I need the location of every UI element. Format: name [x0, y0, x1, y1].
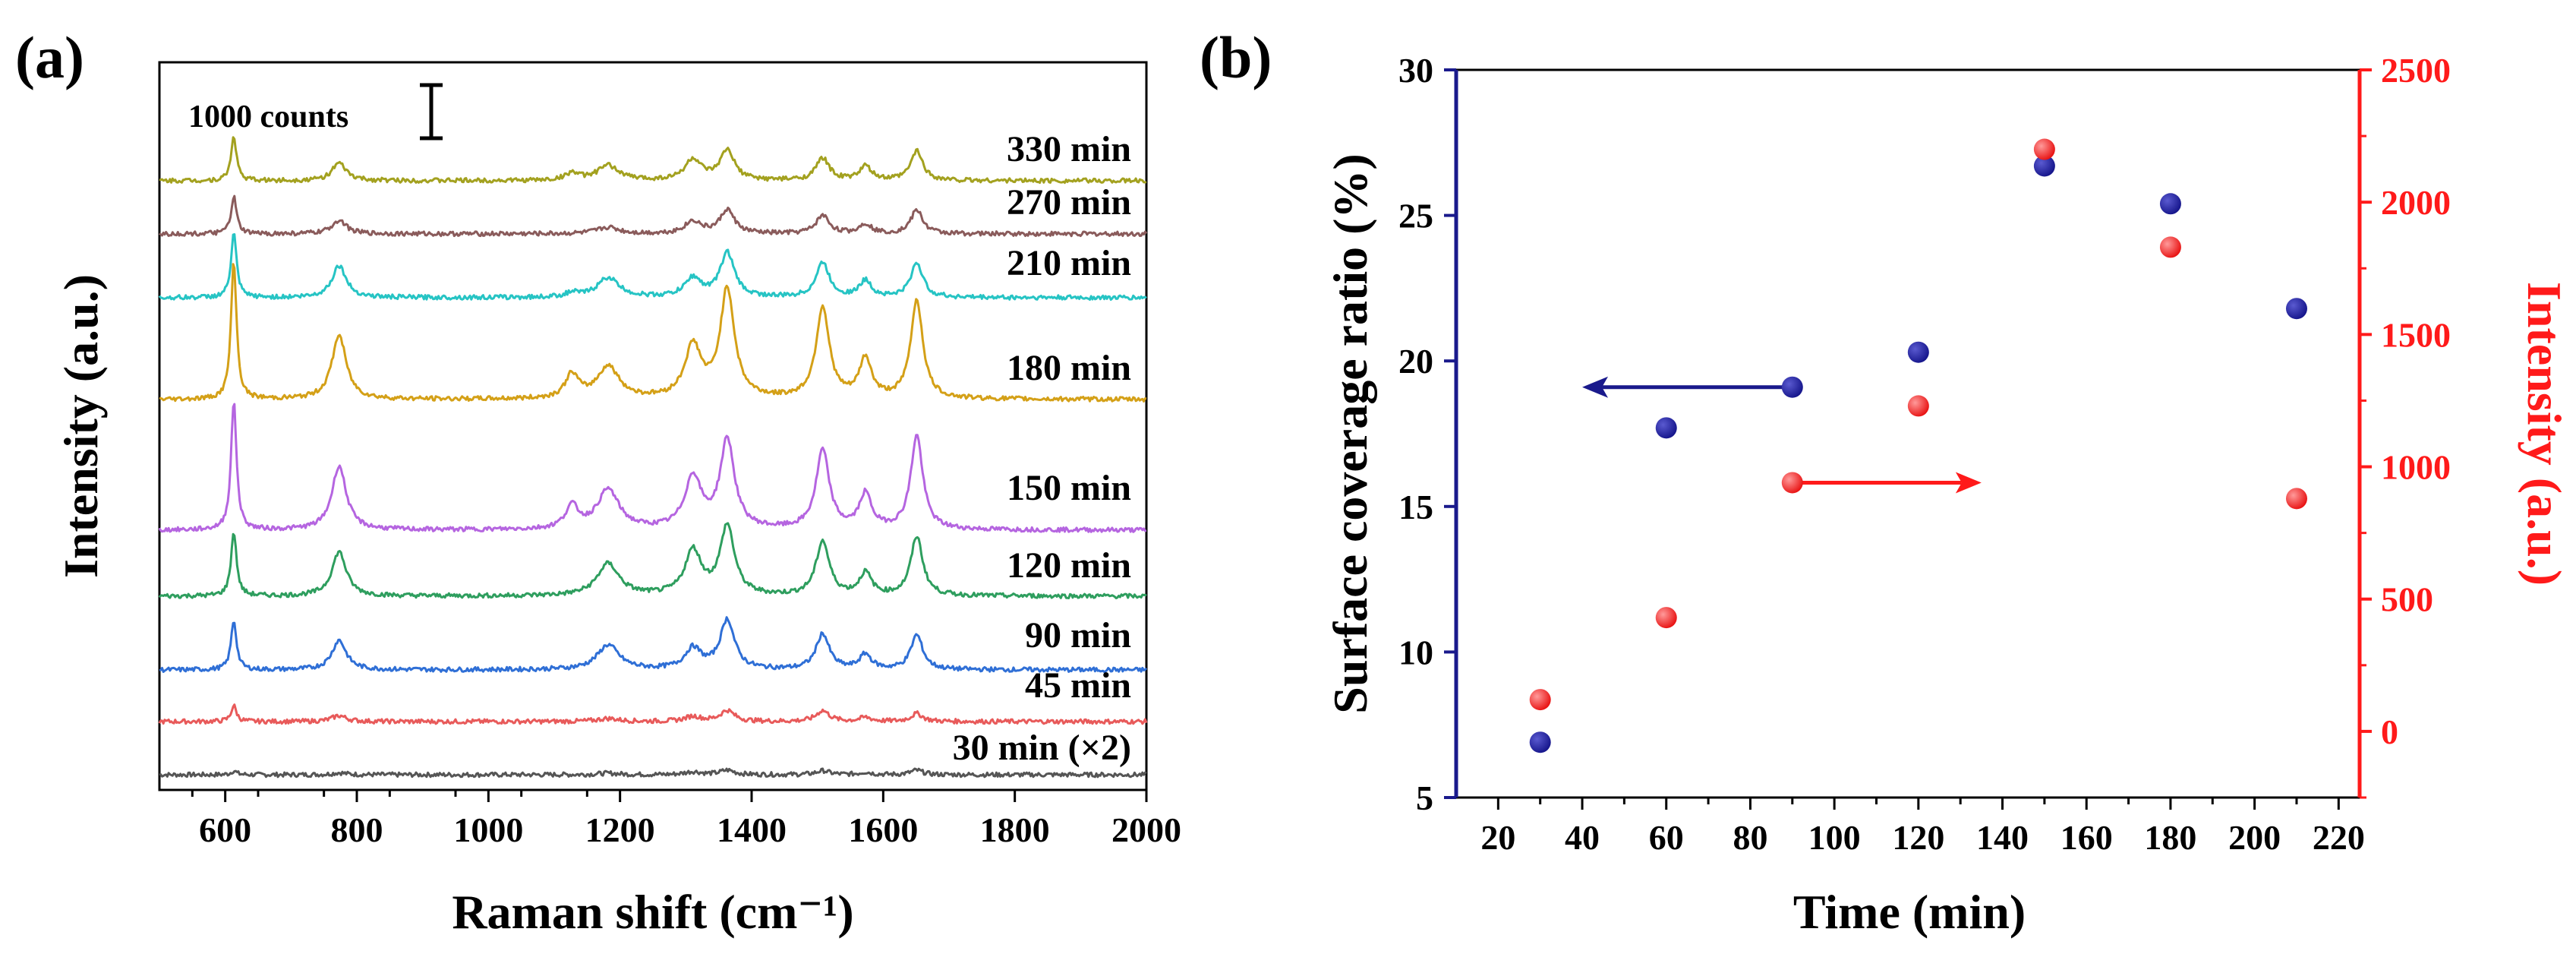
- panel-b-label: (b): [1200, 24, 1272, 90]
- panel-b-y2-tick-label: 1500: [2381, 315, 2451, 354]
- spectrum-label: 120 min: [1007, 545, 1131, 586]
- panel-b-y-tick-label: 10: [1398, 633, 1433, 671]
- panel-b-x-tick-label: 200: [2228, 818, 2281, 857]
- panel-b-y2-tick-label: 1000: [2381, 448, 2451, 487]
- intensity-point: [1781, 472, 1803, 494]
- panel-b-left-y-axis: 5 10 15 20 25 30: [1398, 51, 1456, 817]
- panel-a-x-tick-label: 600: [199, 810, 251, 849]
- panel-b-x-tick-label: 220: [2313, 818, 2365, 857]
- panel-a-x-tick-label: 1800: [980, 810, 1050, 849]
- panel-b-left-y-axis-title: Surface coverage ratio (%): [1323, 153, 1377, 713]
- coverage-point: [2159, 193, 2181, 215]
- spectrum-label: 180 min: [1007, 348, 1131, 388]
- panel-b-y-tick-label: 5: [1416, 779, 1433, 817]
- scale-bar-label: 1000 counts: [188, 100, 348, 134]
- panel-b-right-y-axis-title: Intensity (a.u.): [2518, 282, 2571, 586]
- panel-b-x-axis-title: Time (min): [1793, 885, 2026, 939]
- panel-a-x-tick-label: 1600: [848, 810, 918, 849]
- coverage-point: [1907, 341, 1929, 363]
- intensity-point: [1907, 395, 1929, 417]
- spectrum-label: 330 min: [1007, 129, 1131, 169]
- panel-b-arrows: [1582, 376, 1982, 494]
- panel-b-plot-frame: [1455, 68, 2361, 799]
- panel-a-series-labels: 30 min (×2) 45 min 90 min 120 min 150 min 180…: [953, 129, 1131, 768]
- panel-b-y-tick-label: 25: [1398, 197, 1433, 235]
- panel-b-x-tick-label: 120: [1892, 818, 1944, 857]
- panel-b-right-y-axis: 0 500 1000 1500 2000 2500: [2360, 51, 2451, 799]
- coverage-point: [1781, 376, 1803, 398]
- panel-b-arrow-head: [1582, 376, 1609, 398]
- panel-b-coverage-intensity: (b) 20 40 60 80 100 120 140 160 180 200 220 510152…: [1200, 24, 2571, 939]
- spectrum-line: [158, 233, 1147, 301]
- intensity-point: [2159, 236, 2181, 258]
- spectrum-label: 210 min: [1007, 243, 1131, 283]
- panel-b-x-tick-label: 100: [1808, 818, 1861, 857]
- panel-a-label: (a): [15, 24, 84, 90]
- spectrum-line: [158, 703, 1148, 725]
- panel-a-x-axis-title: Raman shift (cm⁻¹): [452, 885, 853, 939]
- intensity-point: [2285, 488, 2307, 510]
- panel-a-x-tick-label: 2000: [1111, 810, 1181, 849]
- coverage-point: [1655, 417, 1677, 439]
- spectrum-label: 30 min (×2): [953, 728, 1131, 768]
- panel-a-x-tick-label: 1000: [453, 810, 523, 849]
- panel-a-x-tick-label: 1400: [717, 810, 787, 849]
- spectrum-label: 90 min: [1025, 615, 1131, 655]
- panel-b-x-tick-label: 80: [1733, 818, 1767, 857]
- spectrum-line: [158, 403, 1147, 533]
- panel-a-x-axis: 600 800 1000 1200 1400 1600 1800 2000: [191, 790, 1181, 849]
- intensity-point: [1655, 607, 1677, 629]
- panel-b-x-tick-label: 60: [1649, 818, 1684, 857]
- spectrum-line: [159, 136, 1147, 185]
- panel-a-x-tick-label: 800: [331, 810, 383, 849]
- panel-b-y2-tick-label: 2500: [2381, 51, 2451, 90]
- panel-b-x-tick-label: 140: [1976, 818, 2029, 857]
- panel-a-x-tick-label: 1200: [585, 810, 655, 849]
- spectrum-line: [159, 194, 1148, 238]
- panel-b-x-tick-label: 160: [2060, 818, 2113, 857]
- panel-b-x-tick-label: 40: [1565, 818, 1600, 857]
- panel-a-spectra: [158, 136, 1148, 779]
- intensity-point: [2033, 138, 2055, 160]
- scale-bar: 1000 counts: [188, 83, 443, 141]
- panel-a-y-axis-title: Intensity (a.u.): [54, 274, 108, 578]
- coverage-point: [2285, 298, 2307, 320]
- spectrum-label: 150 min: [1007, 468, 1131, 508]
- panel-b-y-tick-label: 30: [1398, 51, 1433, 90]
- coverage-point: [2033, 155, 2055, 177]
- panel-b-y-tick-label: 20: [1398, 342, 1433, 381]
- panel-b-y2-tick-label: 2000: [2381, 183, 2451, 222]
- spectrum-line: [159, 767, 1147, 779]
- panel-b-y2-tick-label: 0: [2381, 712, 2398, 751]
- panel-a-raman-spectra: (a) 600 800 1000 1200 1400 1600 1800 2000 30 mi…: [15, 24, 1181, 939]
- intensity-point: [1529, 689, 1551, 711]
- panel-b-arrow-head: [1955, 472, 1982, 494]
- panel-a-plot-frame: [158, 61, 1148, 791]
- coverage-point: [1529, 731, 1551, 753]
- spectrum-line: [159, 616, 1148, 674]
- spectrum-label: 270 min: [1007, 182, 1131, 223]
- spectrum-line: [158, 522, 1147, 599]
- spectrum-label: 45 min: [1025, 665, 1131, 706]
- panel-b-y-tick-label: 15: [1398, 488, 1433, 526]
- panel-b-y2-tick-label: 500: [2381, 580, 2433, 619]
- panel-b-x-tick-label: 20: [1480, 818, 1515, 857]
- panel-b-data-points: [1529, 138, 2307, 753]
- panel-b-x-tick-label: 180: [2144, 818, 2196, 857]
- panel-b-x-axis: 20 40 60 80 100 120 140 160 180 200 220: [1480, 798, 2365, 857]
- spectrum-line: [159, 263, 1147, 403]
